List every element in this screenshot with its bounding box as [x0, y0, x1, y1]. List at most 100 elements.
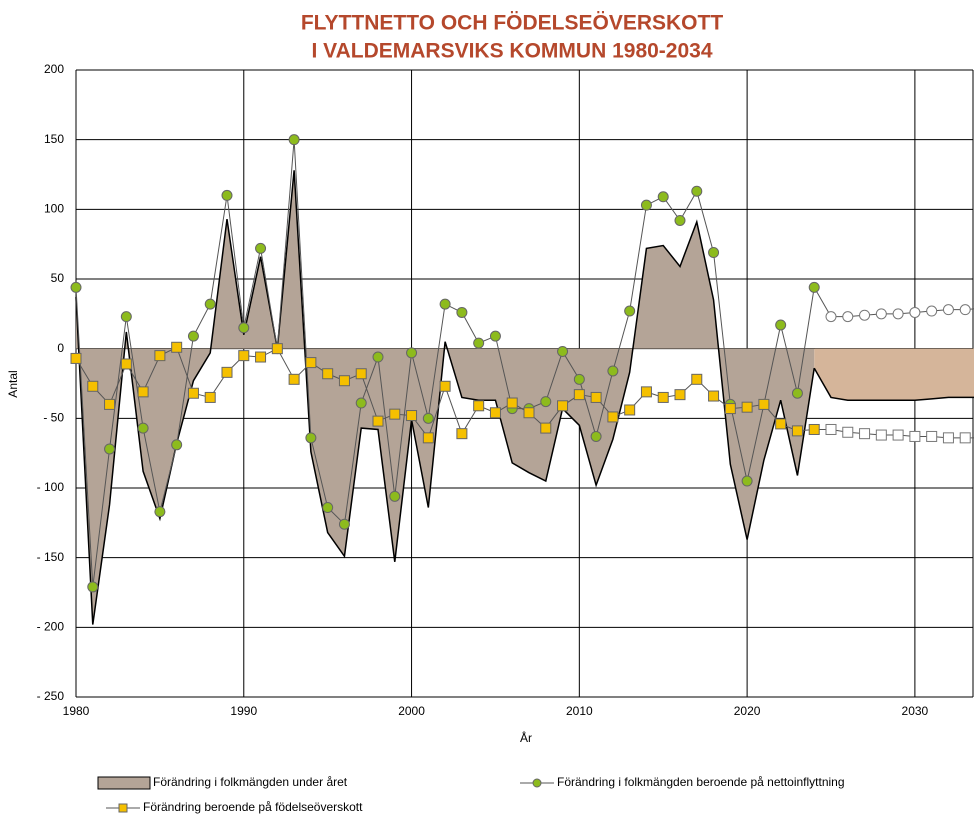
point — [892, 429, 904, 441]
point — [892, 308, 904, 320]
chart-title: I VALDEMARSVIKS KOMMUN 1980-2034 — [311, 40, 712, 63]
point — [825, 311, 837, 323]
point — [724, 403, 736, 415]
point — [171, 439, 183, 451]
point — [590, 391, 602, 403]
point — [221, 366, 233, 378]
point — [489, 330, 501, 342]
y-tick-label: 100 — [44, 202, 64, 216]
point — [288, 373, 300, 385]
point — [305, 432, 317, 444]
point — [255, 351, 267, 363]
area — [814, 348, 974, 401]
point — [439, 380, 451, 392]
point — [322, 368, 334, 380]
point — [389, 490, 401, 502]
point — [439, 298, 451, 310]
point — [624, 305, 636, 317]
y-tick-label: 0 — [57, 341, 64, 355]
point — [909, 430, 921, 442]
y-tick-label: 150 — [44, 132, 64, 146]
point — [657, 391, 669, 403]
point — [708, 247, 720, 259]
point — [557, 345, 569, 357]
point — [573, 389, 585, 401]
point — [875, 308, 887, 320]
chart-title: FLYTTNETTO OCH FÖDELSEÖVERSKOTT — [301, 12, 724, 35]
y-tick-label: - 50 — [43, 411, 64, 425]
point — [842, 311, 854, 323]
legend-label: Förändring beroende på födelseöverskott — [143, 800, 363, 814]
x-tick-label: 2000 — [398, 704, 425, 718]
point — [875, 429, 887, 441]
y-tick-label: 200 — [44, 62, 64, 76]
y-tick-label: - 250 — [37, 689, 65, 703]
point — [557, 400, 569, 412]
point — [741, 475, 753, 487]
point — [540, 422, 552, 434]
point — [741, 401, 753, 413]
point — [473, 400, 485, 412]
point — [674, 389, 686, 401]
point — [322, 502, 334, 514]
point — [204, 391, 216, 403]
point — [674, 214, 686, 226]
x-tick-label: 2010 — [566, 704, 593, 718]
point — [473, 337, 485, 349]
point — [70, 281, 82, 293]
point — [691, 185, 703, 197]
point — [825, 423, 837, 435]
y-axis-label: Antal — [6, 370, 20, 397]
point — [120, 311, 132, 323]
x-tick-label: 1980 — [63, 704, 90, 718]
point — [271, 343, 283, 355]
point — [859, 428, 871, 440]
point — [640, 199, 652, 211]
point — [540, 396, 552, 408]
legend-marker — [118, 803, 128, 813]
point — [775, 418, 787, 430]
point — [389, 408, 401, 420]
point — [942, 432, 954, 444]
x-tick-label: 2020 — [734, 704, 761, 718]
point — [842, 426, 854, 438]
y-tick-label: - 150 — [37, 550, 65, 564]
point — [590, 430, 602, 442]
legend-marker — [532, 778, 542, 788]
point — [187, 330, 199, 342]
point — [187, 387, 199, 399]
point — [859, 309, 871, 321]
point — [87, 581, 99, 593]
point — [422, 432, 434, 444]
point — [691, 373, 703, 385]
area-line — [75, 170, 815, 625]
point — [640, 386, 652, 398]
point — [456, 306, 468, 318]
point — [506, 397, 518, 409]
point — [154, 506, 166, 518]
y-tick-label: 50 — [51, 271, 65, 285]
point — [137, 386, 149, 398]
point — [959, 304, 971, 316]
point — [288, 134, 300, 146]
point — [708, 390, 720, 402]
point — [70, 352, 82, 364]
point — [137, 422, 149, 434]
point — [104, 398, 116, 410]
point — [657, 191, 669, 203]
point — [926, 430, 938, 442]
point — [154, 350, 166, 362]
point — [255, 242, 267, 254]
point — [355, 368, 367, 380]
point — [959, 432, 971, 444]
point — [607, 365, 619, 377]
point — [406, 410, 418, 422]
point — [305, 357, 317, 369]
point — [104, 443, 116, 455]
area — [76, 170, 815, 625]
point — [422, 412, 434, 424]
point — [909, 306, 921, 318]
point — [171, 341, 183, 353]
x-axis-label: År — [520, 730, 532, 745]
